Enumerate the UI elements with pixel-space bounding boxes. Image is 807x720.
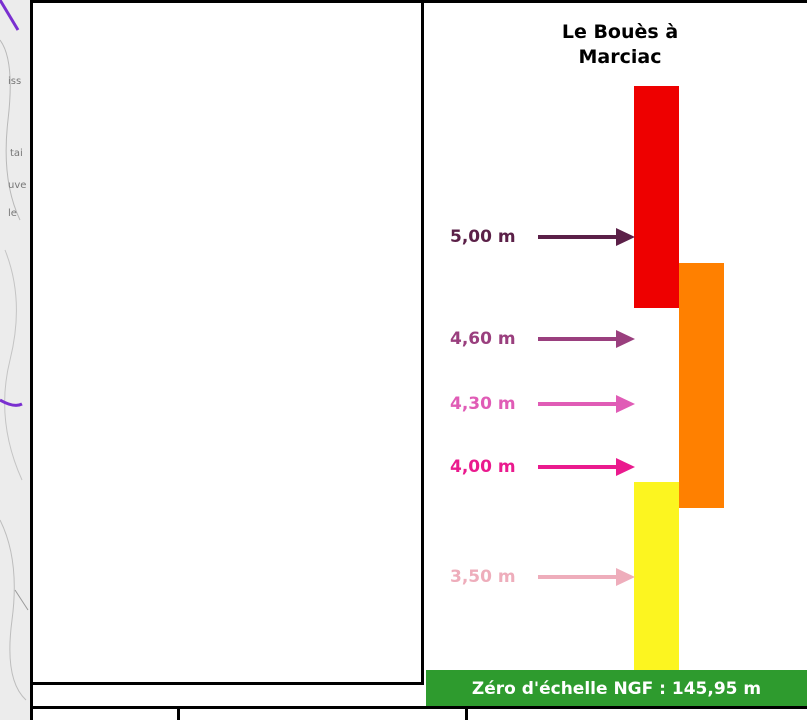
level-arrow-icon <box>538 568 635 586</box>
bottom-divider-tick <box>465 709 468 720</box>
level-arrow-icon <box>538 395 635 413</box>
level-label: 5,00 m <box>450 227 516 247</box>
map-label: uve <box>8 180 27 191</box>
map-label: iss <box>8 76 22 87</box>
level-marker: 5,00 m <box>450 225 640 249</box>
orange-vigilance-bar <box>679 263 724 508</box>
yellow-vigilance-bar <box>634 482 679 670</box>
map-label: tai <box>10 148 23 159</box>
zero-reference-banner: Zéro d'échelle NGF : 145,95 m <box>426 670 807 708</box>
level-label: 3,50 m <box>450 567 516 587</box>
level-marker: 3,50 m <box>450 565 640 589</box>
bottom-divider <box>33 706 807 720</box>
level-arrow-icon <box>538 330 635 348</box>
map-lines <box>0 0 29 701</box>
bottom-divider-tick <box>177 709 180 720</box>
map-label: le <box>8 208 17 219</box>
level-arrow-icon <box>538 228 635 246</box>
red-vigilance-bar <box>634 86 679 308</box>
level-marker: 4,30 m <box>450 392 640 416</box>
station-title: Le Bouès à Marciac <box>543 20 697 70</box>
level-arrow-icon <box>538 458 635 476</box>
right-panel <box>424 3 807 685</box>
level-label: 4,60 m <box>450 329 516 349</box>
level-marker: 4,00 m <box>450 455 640 479</box>
level-label: 4,30 m <box>450 394 516 414</box>
left-panel <box>33 3 424 685</box>
level-marker: 4,60 m <box>450 327 640 351</box>
background-map: iss tai uve le <box>0 0 30 720</box>
level-label: 4,00 m <box>450 457 516 477</box>
station-title-text: Le Bouès à Marciac <box>561 21 679 68</box>
